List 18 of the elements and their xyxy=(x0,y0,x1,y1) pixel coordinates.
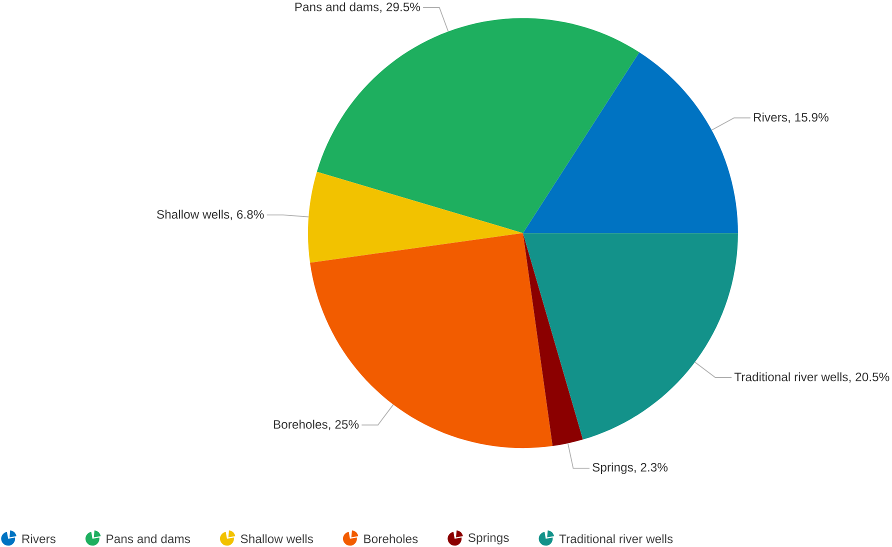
data-label: , 15.9% xyxy=(788,113,828,124)
slice-label: Traditional river wells xyxy=(734,372,848,382)
legend-label: Traditional river wells xyxy=(559,534,673,544)
data-label: , 6.8% xyxy=(230,210,264,220)
data-label: , 25% xyxy=(328,420,359,430)
slice-label: Pans and dams xyxy=(295,2,379,12)
data-label: , 29.5% xyxy=(380,2,420,13)
data-label: , 20.5% xyxy=(849,372,890,383)
legend-label: Boreholes xyxy=(364,534,418,544)
legend-label: Pans and dams xyxy=(106,534,190,544)
legend-label: Shallow wells xyxy=(240,534,314,544)
slice-label: Shallow wells xyxy=(156,210,230,219)
data-label: , 2.3% xyxy=(634,463,668,474)
slice-label: Boreholes xyxy=(274,420,328,429)
legend-label: Springs xyxy=(468,533,509,544)
slice-label: Springs xyxy=(592,462,633,474)
slice-label: Rivers xyxy=(754,112,788,122)
legend-label: Rivers xyxy=(22,534,56,544)
